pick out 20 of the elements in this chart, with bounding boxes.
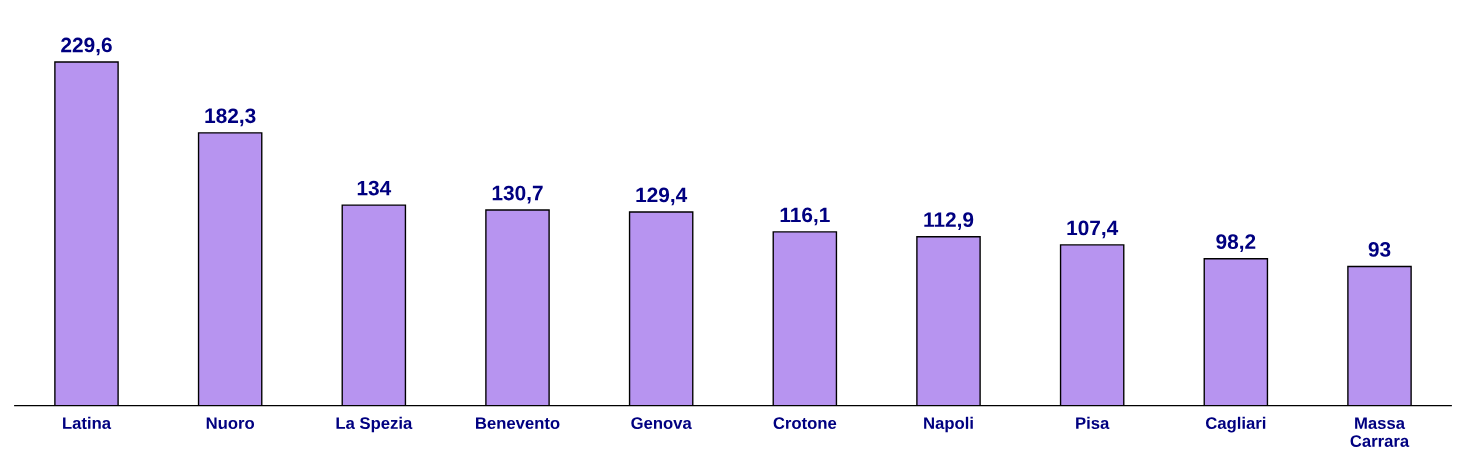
data-label: 182,3 bbox=[205, 108, 256, 127]
data-label: 116,1 bbox=[780, 207, 830, 226]
x-tick-label: Benevento bbox=[476, 417, 560, 430]
x-tick-label: Cagliari bbox=[1205, 416, 1266, 433]
x-tick-label: Massa Carrara bbox=[1350, 417, 1410, 447]
data-label: 129,4 bbox=[636, 187, 688, 206]
data-label: 112,9 bbox=[924, 212, 974, 231]
data-label: 98,2 bbox=[1216, 234, 1256, 253]
data-label: 134 bbox=[357, 180, 392, 196]
x-tick-label: Napoli bbox=[924, 416, 973, 433]
x-tick-label: La Spezia bbox=[336, 416, 413, 433]
data-label: 229,6 bbox=[61, 37, 112, 56]
x-tick-label: Latina bbox=[63, 416, 112, 430]
data-label: 107,4 bbox=[1067, 220, 1119, 239]
data-label: 130,7 bbox=[492, 185, 543, 204]
x-tick-label: Crotone bbox=[773, 417, 837, 430]
data-label: 93 bbox=[1368, 242, 1391, 257]
x-tick-label: Genova bbox=[631, 417, 692, 430]
x-tick-label: Pisa bbox=[1076, 416, 1110, 430]
x-tick-label: Nuoro bbox=[206, 417, 255, 430]
